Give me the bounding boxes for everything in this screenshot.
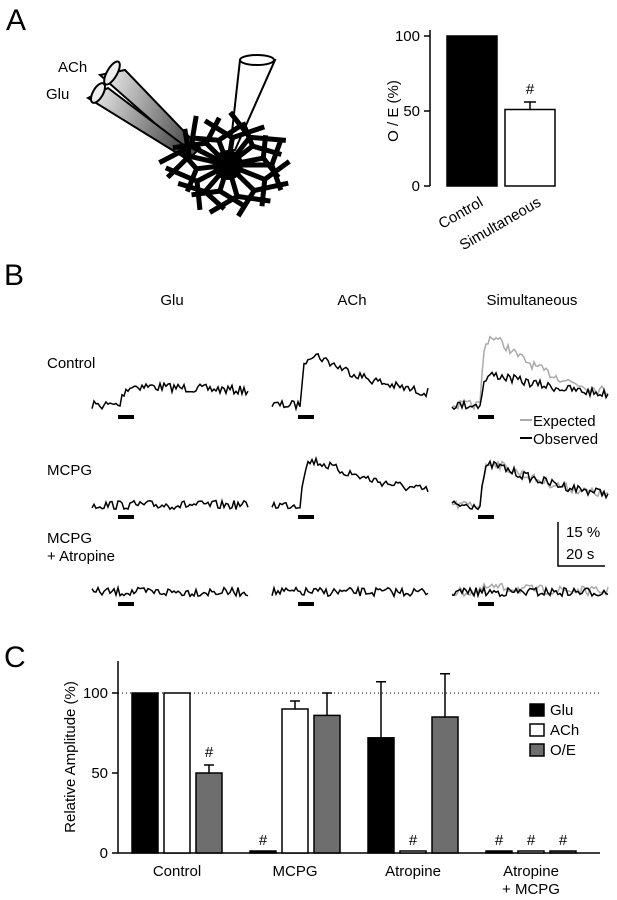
legend-swatch xyxy=(529,743,545,757)
trace xyxy=(91,380,249,411)
legend-swatch xyxy=(529,723,545,737)
y-tick-label: 50 xyxy=(91,765,108,782)
legend-label: Observed xyxy=(533,431,598,448)
bar xyxy=(131,692,159,854)
x-tick-label: Atropine + MCPG xyxy=(502,863,560,898)
y-tick-label: 50 xyxy=(403,103,420,120)
bar xyxy=(504,108,556,187)
row-label: MCPG + Atropine xyxy=(47,530,115,565)
error-bar xyxy=(290,700,300,709)
trace xyxy=(451,335,609,411)
legend-swatch xyxy=(529,703,545,717)
x-tick-label: Control xyxy=(153,863,201,880)
cell-diagram xyxy=(85,54,291,218)
error-bar xyxy=(524,101,536,110)
error-bar xyxy=(204,764,214,773)
column-label: Simultaneous xyxy=(487,292,578,309)
row-label: MCPG xyxy=(47,462,92,479)
bar xyxy=(367,737,395,854)
legend-label: Expected xyxy=(533,413,596,430)
legend-label: O/E xyxy=(550,742,576,759)
y-axis-label: O / E (%) xyxy=(385,80,402,142)
y-axis-label: Relative Amplitude (%) xyxy=(62,681,79,833)
annotation: # xyxy=(526,81,535,98)
annotation: # xyxy=(527,832,536,849)
y-tick-label: 0 xyxy=(412,178,420,195)
annotation: # xyxy=(205,744,214,761)
annotation: # xyxy=(259,832,268,849)
x-tick-label: MCPG xyxy=(273,863,318,880)
trace xyxy=(451,585,609,599)
annotation: # xyxy=(559,832,568,849)
error-bar xyxy=(376,681,386,738)
trace xyxy=(271,352,429,412)
bar xyxy=(195,772,223,854)
bar xyxy=(517,850,545,854)
bar xyxy=(249,850,277,854)
bar xyxy=(163,692,191,854)
trace xyxy=(451,459,609,511)
legend-label: Glu xyxy=(550,702,573,719)
pipette-label: Glu xyxy=(46,86,69,103)
panel-label: A xyxy=(6,4,26,37)
error-bar xyxy=(440,673,450,717)
trace xyxy=(271,456,429,510)
y-tick-label: 100 xyxy=(83,685,108,702)
column-label: ACh xyxy=(337,292,366,309)
scale-label: 20 s xyxy=(566,546,594,563)
panel-label: B xyxy=(4,259,24,292)
error-bar xyxy=(322,692,332,716)
pipette-label: ACh xyxy=(58,59,87,76)
bar xyxy=(399,850,427,854)
trace xyxy=(91,584,249,598)
bar xyxy=(313,714,341,854)
bar xyxy=(485,850,513,854)
scale-bar xyxy=(557,522,605,567)
y-tick-label: 100 xyxy=(395,28,420,45)
bar xyxy=(549,850,577,854)
trace xyxy=(451,371,609,411)
annotation: # xyxy=(409,832,418,849)
trace xyxy=(451,582,609,598)
bar xyxy=(431,716,459,854)
trace xyxy=(451,459,609,511)
x-tick-label: Atropine xyxy=(385,863,441,880)
bar xyxy=(446,35,498,187)
annotation: # xyxy=(495,832,504,849)
trace xyxy=(271,585,429,599)
bar xyxy=(281,708,309,854)
panel-label: C xyxy=(4,641,26,674)
trace xyxy=(91,498,249,511)
row-label: Control xyxy=(47,355,95,372)
legend-label: ACh xyxy=(550,722,579,739)
scale-label: 15 % xyxy=(566,524,600,541)
column-label: Glu xyxy=(160,292,183,309)
y-tick-label: 0 xyxy=(100,845,108,862)
